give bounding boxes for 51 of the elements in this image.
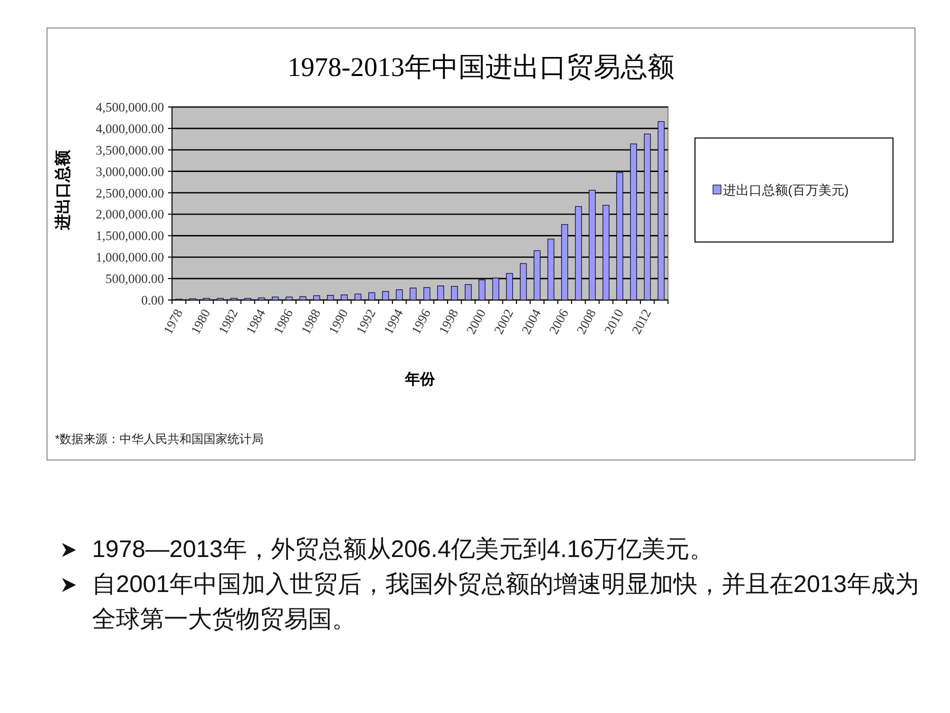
bar bbox=[423, 287, 430, 300]
x-tick-label: 2012 bbox=[628, 306, 654, 336]
bar bbox=[258, 298, 265, 300]
bar bbox=[327, 294, 334, 300]
bar bbox=[382, 291, 389, 300]
x-tick-label: 1992 bbox=[352, 306, 378, 336]
text: 1978—2013年，外贸总额从206.4亿美元到4.16万亿美元。 bbox=[92, 536, 714, 563]
x-tick-label: 1990 bbox=[325, 306, 351, 336]
bar bbox=[299, 296, 306, 300]
y-tick-label: 4,000,000.00 bbox=[96, 120, 164, 136]
text: *数据来源：中华人民共和国国家统计局 bbox=[55, 432, 264, 446]
x-tick-label: 1988 bbox=[298, 306, 324, 336]
x-axis-title: 年份 bbox=[404, 371, 436, 388]
chart-title: 1978-2013年中国进出口贸易总额 bbox=[288, 52, 674, 82]
y-tick-label: 500,000.00 bbox=[106, 271, 164, 286]
y-tick-label: 3,500,000.00 bbox=[96, 142, 164, 158]
x-tick-label: 1994 bbox=[380, 306, 406, 336]
x-tick-label: 2008 bbox=[573, 306, 599, 336]
y-axis-title: 进出口总额 bbox=[54, 149, 72, 231]
y-tick-label: 1,000,000.00 bbox=[96, 250, 164, 265]
x-tick-label: 1982 bbox=[215, 306, 241, 336]
x-tick-label: 1984 bbox=[242, 306, 268, 336]
x-tick-label: 2006 bbox=[546, 306, 572, 336]
bar bbox=[272, 296, 279, 300]
x-tick-label: 2000 bbox=[463, 306, 489, 336]
x-tick-label: 1986 bbox=[270, 306, 296, 336]
y-tick-label: 2,000,000.00 bbox=[96, 206, 164, 222]
y-tick-label: 4,500,000.00 bbox=[96, 100, 164, 114]
bar bbox=[410, 288, 417, 300]
x-tick-label: 2010 bbox=[600, 306, 626, 336]
y-tick-label: 1,500,000.00 bbox=[96, 228, 164, 244]
bar bbox=[464, 284, 472, 300]
x-tick-label: 1998 bbox=[436, 306, 462, 336]
bar bbox=[437, 286, 444, 300]
bar bbox=[368, 292, 376, 300]
x-tick-label: 2004 bbox=[518, 306, 544, 336]
bar bbox=[451, 286, 458, 300]
bar bbox=[340, 294, 348, 300]
x-tick-label: 1978 bbox=[160, 306, 186, 336]
bar bbox=[286, 296, 293, 300]
x-tick-label: 1996 bbox=[408, 306, 434, 336]
y-tick-label: 3,000,000.00 bbox=[96, 164, 164, 179]
bar bbox=[354, 294, 362, 300]
x-tick-label: 1980 bbox=[188, 306, 214, 336]
bar bbox=[396, 289, 403, 300]
text: 自2001年中国加入世贸后，我国外贸总额的增速明显加快，并且在2013年成为全球第一大货物贸易国。 bbox=[92, 571, 919, 633]
y-tick-label: 0.00 bbox=[141, 292, 164, 308]
bar bbox=[313, 295, 320, 300]
legend-label: 进出口总额(百万美元) bbox=[723, 182, 849, 198]
y-tick-label: 2,500,000.00 bbox=[96, 185, 164, 200]
x-tick-label: 2002 bbox=[490, 306, 516, 336]
